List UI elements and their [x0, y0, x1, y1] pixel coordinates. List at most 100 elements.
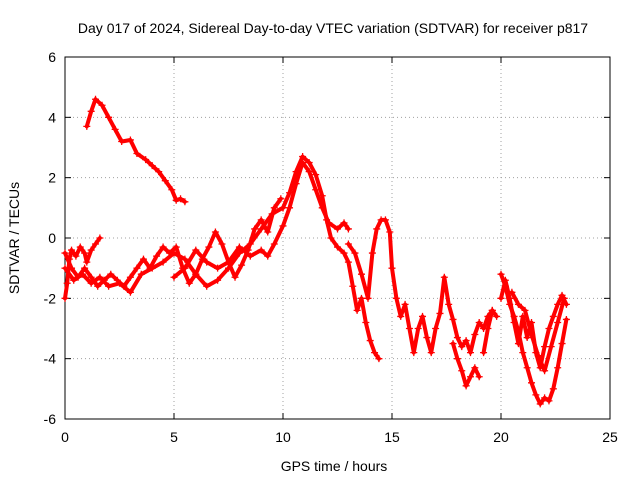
data-point	[87, 273, 95, 281]
y-tick-label: 4	[48, 109, 56, 125]
data-point	[279, 222, 287, 230]
y-tick-label: 0	[48, 230, 56, 246]
data-point	[225, 258, 232, 266]
data-point	[120, 282, 128, 290]
data-point	[168, 186, 176, 194]
data-point	[344, 225, 352, 233]
data-point	[192, 270, 200, 278]
data-point	[214, 264, 222, 272]
data-point	[139, 255, 147, 263]
data-point	[405, 325, 413, 332]
data-point	[318, 192, 326, 200]
data-point	[501, 276, 509, 284]
data-point	[63, 279, 71, 287]
data-point	[410, 349, 418, 357]
data-point	[554, 364, 562, 372]
series-track-f	[279, 153, 383, 363]
data-point	[554, 300, 562, 308]
data-point	[357, 270, 365, 278]
y-tick-label: 2	[48, 170, 56, 186]
data-point	[549, 385, 557, 393]
y-tick-label: 6	[48, 49, 56, 65]
data-point	[375, 355, 383, 363]
data-point	[471, 331, 479, 339]
axis-ticks: 0 5 10 15 20 25 -6 -4 -2 0 2 4 6	[44, 49, 618, 445]
data-point	[257, 225, 265, 233]
data-point	[92, 95, 100, 103]
data-point	[126, 288, 134, 296]
data-point	[497, 294, 505, 302]
data-point	[137, 270, 145, 278]
data-point	[264, 228, 272, 236]
data-point	[392, 294, 400, 302]
data-point	[462, 337, 470, 345]
data-point	[74, 273, 82, 281]
data-point	[528, 379, 536, 387]
data-point	[475, 318, 483, 326]
data-point	[81, 264, 89, 272]
data-point	[547, 343, 555, 351]
data-point	[96, 234, 104, 242]
data-point	[397, 312, 405, 320]
data-point	[462, 382, 470, 390]
data-point	[528, 331, 536, 339]
y-tick-label: -2	[44, 290, 57, 306]
data-point	[351, 249, 359, 257]
data-point	[445, 300, 453, 308]
x-tick-label: 20	[493, 429, 509, 445]
data-point	[532, 391, 540, 399]
data-point	[61, 294, 69, 302]
x-tick-label: 15	[384, 429, 400, 445]
data-point	[257, 246, 265, 254]
data-point	[214, 276, 222, 284]
data-point	[432, 325, 440, 332]
data-point	[545, 325, 553, 332]
data-point	[508, 288, 516, 296]
data-point	[257, 216, 265, 224]
data-point	[181, 264, 189, 272]
data-point	[286, 189, 294, 197]
data-point	[323, 216, 331, 224]
data-point	[349, 282, 357, 290]
data-point	[76, 243, 84, 251]
data-point	[458, 343, 466, 351]
data-point	[401, 300, 409, 308]
data-point	[61, 249, 69, 257]
series-trace	[481, 308, 499, 355]
data-point	[523, 364, 531, 372]
data-point	[514, 340, 522, 348]
data-point	[161, 177, 169, 185]
x-tick-label: 25	[602, 429, 618, 445]
data-point	[366, 337, 374, 345]
data-point	[148, 162, 156, 170]
chart-title: Day 017 of 2024, Sidereal Day-to-day VTE…	[78, 20, 588, 36]
data-point	[340, 219, 348, 227]
data-point	[279, 204, 287, 212]
data-point	[305, 168, 313, 176]
data-point	[497, 270, 505, 278]
data-point	[113, 276, 121, 284]
data-point	[453, 334, 461, 342]
data-point	[170, 273, 178, 281]
data-point	[368, 249, 376, 257]
series-track-h	[449, 340, 483, 390]
x-axis-label: GPS time / hours	[281, 458, 388, 474]
data-point	[534, 352, 542, 360]
data-point	[475, 373, 483, 381]
data-point	[205, 243, 213, 251]
data-point	[105, 282, 113, 290]
series-track-a	[83, 95, 189, 206]
data-point	[560, 294, 568, 302]
data-point	[68, 264, 76, 272]
data-point	[107, 270, 115, 278]
x-tick-label: 5	[170, 429, 178, 445]
data-point	[61, 264, 69, 272]
data-point	[371, 349, 379, 357]
data-point	[549, 312, 557, 320]
data-point	[536, 400, 544, 408]
data-point	[334, 225, 341, 233]
data-point	[98, 101, 106, 109]
data-point	[118, 137, 126, 145]
data-point	[541, 394, 549, 402]
